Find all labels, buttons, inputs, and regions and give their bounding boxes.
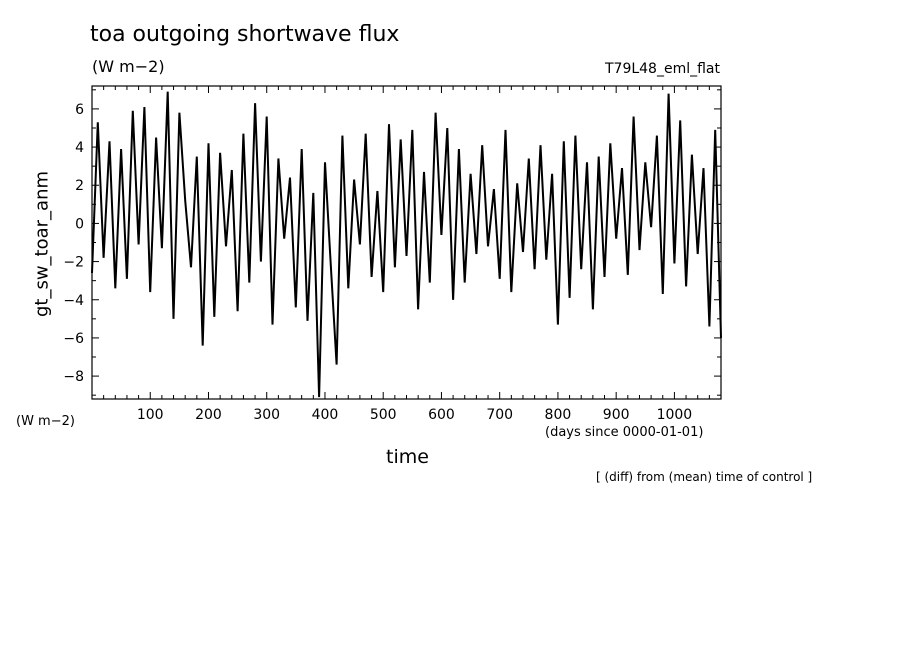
series-group xyxy=(91,91,722,398)
y-tick-label: −6 xyxy=(63,331,84,347)
x-tick-label: 1000 xyxy=(657,407,693,423)
y-axis-units: (W m−2) xyxy=(16,414,75,429)
footnote: [ (diff) from (mean) time of control ] xyxy=(596,470,813,484)
y-tick-label: −4 xyxy=(63,293,84,309)
x-axis-label: time xyxy=(386,446,429,468)
chart-units: (W m−2) xyxy=(92,57,165,76)
axis-ticks: 100 200 300 400 500 600 700 800 900 1000 −8 −6 −4 −2 0… xyxy=(63,86,721,423)
x-tick-label: 400 xyxy=(312,407,339,423)
plot-frame xyxy=(91,85,722,400)
y-tick-label: 2 xyxy=(75,178,84,194)
y-tick-label: 4 xyxy=(75,140,84,156)
x-tick-label: 100 xyxy=(137,407,164,423)
x-tick-label: 500 xyxy=(370,407,397,423)
x-tick-label: 300 xyxy=(253,407,280,423)
y-tick-label: −2 xyxy=(63,255,84,271)
y-tick-label: 0 xyxy=(75,216,84,232)
x-tick-label: 800 xyxy=(545,407,572,423)
y-tick-label: −8 xyxy=(63,369,84,385)
x-axis-units: (days since 0000-01-01) xyxy=(545,425,704,440)
x-tick-label: 600 xyxy=(428,407,455,423)
series-line xyxy=(91,91,722,398)
x-tick-label: 200 xyxy=(195,407,222,423)
run-label: T79L48_eml_flat xyxy=(604,61,720,77)
chart-title: toa outgoing shortwave flux xyxy=(90,22,400,47)
x-tick-label: 700 xyxy=(486,407,513,423)
x-tick-label: 900 xyxy=(603,407,630,423)
y-tick-label: 6 xyxy=(75,102,84,118)
